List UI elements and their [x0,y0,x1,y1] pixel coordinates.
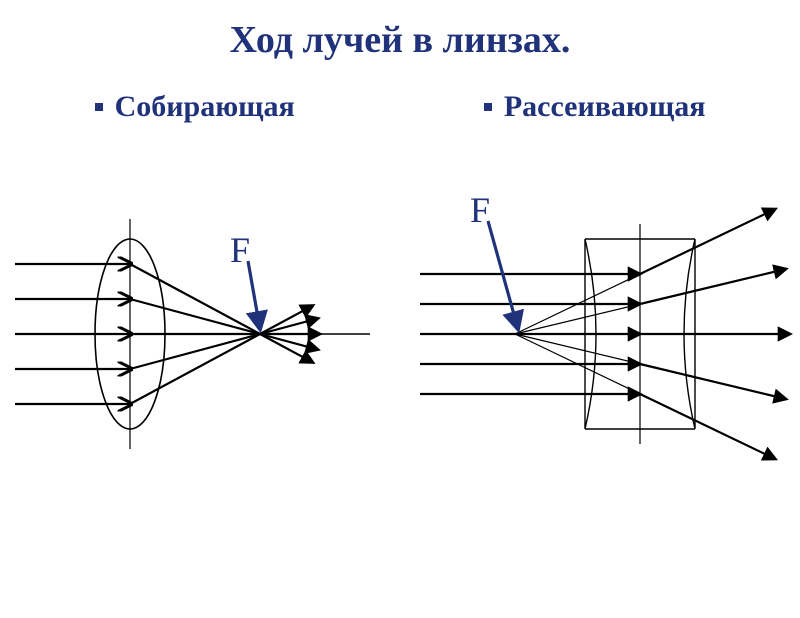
page-title: Ход лучей в линзах. [0,18,800,62]
left-subtitle-text: Собирающая [115,90,295,124]
right-subtitle: Рассеивающая [484,90,706,124]
diagram-area: F F [0,134,800,554]
bullet-icon [484,103,492,111]
right-subtitle-text: Рассеивающая [504,90,706,124]
focal-label-left: F [230,229,250,271]
bullet-icon [95,103,103,111]
focal-label-right: F [470,189,490,231]
left-subtitle: Собирающая [95,90,295,124]
lens-diagram-svg [0,134,800,554]
subtitles-row: Собирающая Рассеивающая [0,90,800,124]
